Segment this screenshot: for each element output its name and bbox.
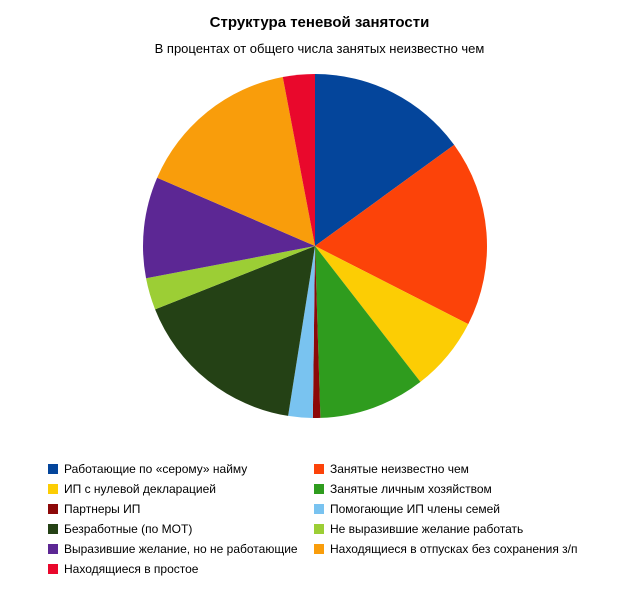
legend-swatch — [48, 504, 58, 514]
legend-swatch — [48, 464, 58, 474]
legend-label: Находящиеся в отпусках без сохранения з/… — [330, 542, 578, 556]
legend-swatch — [314, 484, 324, 494]
pie-chart-area — [0, 56, 639, 436]
pie-chart — [0, 56, 639, 436]
legend-row: Безработные (по МОТ) Не выразившие желани… — [48, 520, 608, 538]
legend-item: Помогающие ИП члены семей — [314, 500, 608, 518]
legend-item: Не выразившие желание работать — [314, 520, 608, 538]
legend-label: Партнеры ИП — [64, 502, 140, 516]
legend-item: Работающие по «серому» найму — [48, 460, 314, 478]
legend-item: Находящиеся в отпусках без сохранения з/… — [314, 540, 608, 558]
legend-swatch — [314, 544, 324, 554]
legend-label: Занятые личным хозяйством — [330, 482, 492, 496]
legend-label: Выразившие желание, но не работающие — [64, 542, 298, 556]
legend-item: Находящиеся в простое — [48, 560, 314, 578]
legend-label: Помогающие ИП члены семей — [330, 502, 500, 516]
legend-label: Занятые неизвестно чем — [330, 462, 469, 476]
legend-row: ИП с нулевой декларацией Занятые личным х… — [48, 480, 608, 498]
legend-item: Занятые личным хозяйством — [314, 480, 608, 498]
legend-label: Работающие по «серому» найму — [64, 462, 247, 476]
legend-label: Безработные (по МОТ) — [64, 522, 192, 536]
legend-swatch — [314, 524, 324, 534]
legend: Работающие по «серому» найму Занятые неиз… — [48, 460, 608, 580]
legend-swatch — [314, 464, 324, 474]
legend-label: Не выразившие желание работать — [330, 522, 523, 536]
legend-item: Выразившие желание, но не работающие — [48, 540, 314, 558]
chart-subtitle: В процентах от общего числа занятых неиз… — [0, 31, 639, 56]
legend-item — [314, 560, 608, 578]
legend-label: Находящиеся в простое — [64, 562, 198, 576]
legend-row: Работающие по «серому» найму Занятые неиз… — [48, 460, 608, 478]
chart-title: Структура теневой занятости — [0, 0, 639, 31]
chart-container: { "chart": { "type": "pie", "title": "Ст… — [0, 0, 639, 590]
legend-swatch — [48, 524, 58, 534]
legend-item: Безработные (по МОТ) — [48, 520, 314, 538]
legend-swatch — [314, 504, 324, 514]
legend-swatch — [48, 564, 58, 574]
legend-item: Партнеры ИП — [48, 500, 314, 518]
legend-label: ИП с нулевой декларацией — [64, 482, 216, 496]
legend-row: Находящиеся в простое — [48, 560, 608, 578]
legend-row: Партнеры ИП Помогающие ИП члены семей — [48, 500, 608, 518]
legend-swatch — [48, 544, 58, 554]
legend-swatch — [48, 484, 58, 494]
legend-item: Занятые неизвестно чем — [314, 460, 608, 478]
legend-item: ИП с нулевой декларацией — [48, 480, 314, 498]
legend-row: Выразившие желание, но не работающие Нахо… — [48, 540, 608, 558]
